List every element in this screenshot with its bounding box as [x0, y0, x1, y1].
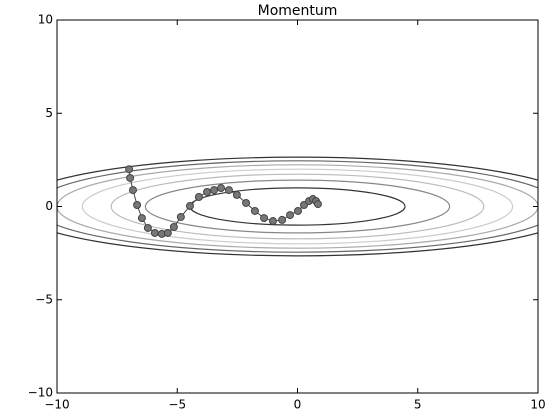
contour: [189, 187, 406, 226]
point: [126, 173, 135, 182]
point: [137, 214, 146, 223]
y-tick-label: 0: [45, 199, 53, 213]
point: [278, 215, 287, 224]
y-tick-label: 5: [45, 106, 53, 120]
contour: [57, 156, 538, 257]
point: [176, 212, 185, 221]
plot-frame: [56, 19, 539, 394]
contour: [57, 160, 538, 253]
point: [169, 223, 178, 232]
point: [133, 201, 142, 210]
contours: [57, 156, 538, 257]
point: [210, 186, 219, 195]
x-tick-label: −5: [168, 398, 186, 412]
x-tick-label: 5: [414, 398, 422, 412]
point: [260, 214, 269, 223]
point: [224, 186, 233, 195]
x-tick-label: 0: [294, 398, 302, 412]
point: [163, 228, 172, 237]
contour: [110, 173, 485, 240]
point: [185, 201, 194, 210]
point: [313, 200, 322, 209]
point: [242, 198, 251, 207]
x-tick-label: −10: [44, 398, 69, 412]
point: [250, 206, 259, 215]
point: [128, 186, 137, 195]
y-tick-label: −10: [28, 386, 53, 400]
contour: [144, 179, 451, 234]
point: [143, 223, 152, 232]
contour: [81, 168, 514, 245]
x-tick-label: 10: [530, 398, 545, 412]
point: [194, 192, 203, 201]
point: [268, 217, 277, 226]
point: [217, 184, 226, 193]
point: [286, 211, 295, 220]
y-tick-label: −5: [35, 292, 53, 306]
y-tick-label: 10: [38, 13, 53, 27]
path-line: [128, 169, 319, 235]
point: [293, 206, 302, 215]
chart-title: Momentum: [258, 3, 338, 19]
point: [203, 187, 212, 196]
point: [150, 228, 159, 237]
point: [125, 165, 134, 174]
contour: [57, 164, 538, 249]
point: [232, 190, 241, 199]
